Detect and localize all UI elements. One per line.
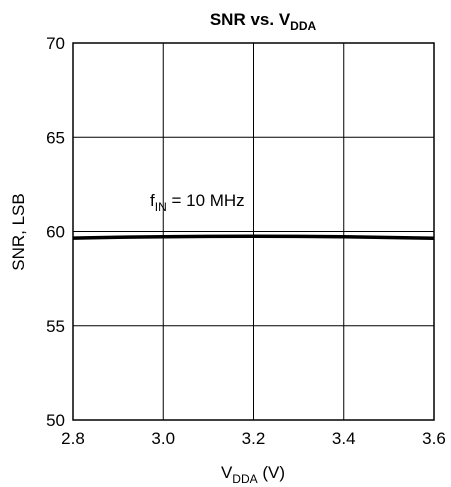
- y-tick-label-1: 55: [46, 317, 65, 336]
- x-tick-label-1: 3.0: [151, 429, 175, 448]
- grid: [72, 42, 435, 421]
- x-axis-label: VDDA (V): [221, 463, 285, 486]
- y-tick-label-3: 65: [46, 128, 65, 147]
- y-tick-label-4: 70: [46, 34, 65, 53]
- series-layer: [72, 234, 435, 241]
- x-tick-label-0: 2.8: [61, 429, 85, 448]
- x-tick-label-4: 3.6: [422, 429, 446, 448]
- annotation-fin: fIN = 10 MHz: [150, 191, 245, 214]
- y-axis-label: SNR, LSB: [9, 193, 28, 270]
- series-line-0: [72, 234, 435, 241]
- plot-area-frame: [72, 42, 435, 421]
- x-tick-label-3: 3.4: [332, 429, 356, 448]
- x-tick-labels: 2.8 3.0 3.2 3.4 3.6: [61, 429, 446, 448]
- y-tick-label-0: 50: [46, 411, 65, 430]
- x-tick-label-2: 3.2: [242, 429, 266, 448]
- y-tick-labels: 50 55 60 65 70: [46, 34, 65, 430]
- y-tick-label-2: 60: [46, 223, 65, 242]
- chart-title: SNR vs. VDDA: [210, 10, 317, 33]
